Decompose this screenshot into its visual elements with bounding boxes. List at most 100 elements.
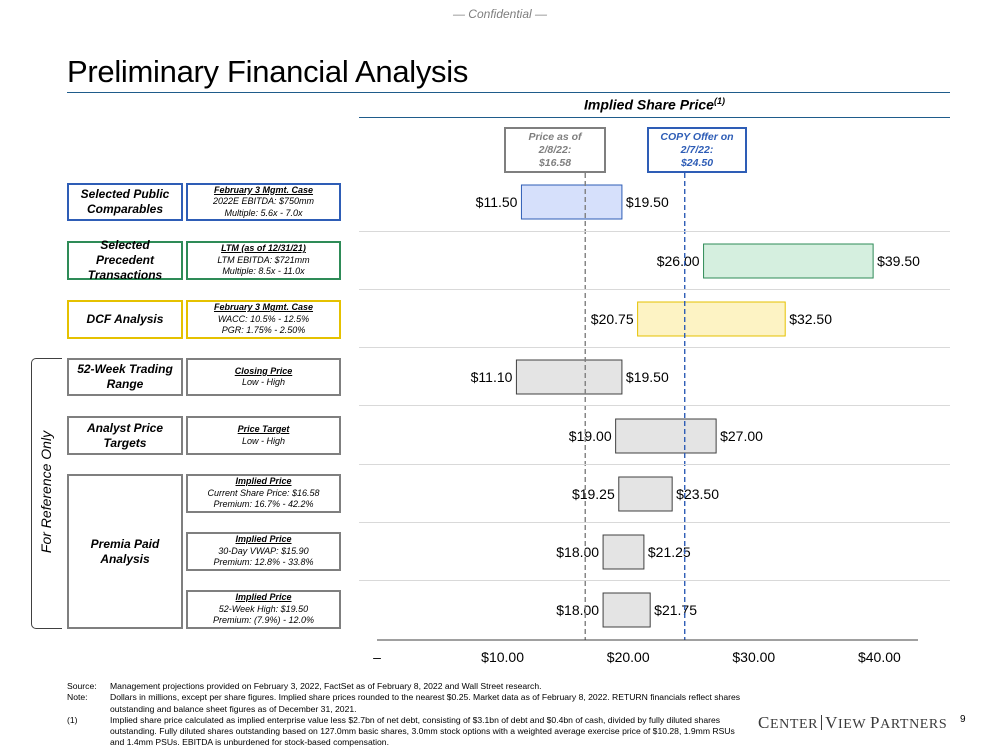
footnote-note: Note: Dollars in millions, except per sh… (67, 692, 747, 715)
basis-detail: Multiple: 5.6x - 7.0x (224, 207, 303, 218)
bar-high-label: $39.50 (877, 253, 920, 269)
basis-detail: PGR: 1.75% - 2.50% (221, 325, 306, 336)
basis-detail: Premium: 12.8% - 33.8% (213, 557, 314, 568)
footnotes: Source: Management projections provided … (67, 681, 747, 749)
section-footnote-ref: (1) (713, 96, 725, 106)
row-separator (359, 580, 950, 581)
footnote-tag: (1) (67, 714, 78, 725)
basis-heading: Price Target (237, 424, 290, 434)
basis-premia-vwap: Implied Price 30-Day VWAP: $15.90 Premiu… (186, 532, 341, 571)
row-separator (359, 522, 950, 523)
row-separator (359, 405, 950, 406)
section-header: Implied Share Price(1) (359, 96, 950, 113)
basis-detail: Multiple: 8.5x - 11.0x (222, 266, 305, 277)
footnote-tag: Source: (67, 681, 97, 691)
bar-low-label: $20.75 (591, 311, 634, 327)
x-tick-label: $30.00 (732, 649, 775, 665)
basis-detail: WACC: 10.5% - 12.5% (217, 313, 310, 324)
basis-heading: Implied Price (235, 592, 292, 603)
basis-detail: Low - High (241, 377, 286, 387)
method-52-week-range: 52-Week Trading Range (67, 358, 183, 396)
basis-detail: 2022E EBITDA: $750mm (212, 196, 315, 207)
basis-premia-52wk-high: Implied Price 52-Week High: $19.50 Premi… (186, 590, 341, 629)
method-precedent-transactions: Selected Precedent Transactions (67, 238, 183, 282)
range-bar (703, 243, 874, 279)
basis-detail: 30-Day VWAP: $15.90 (218, 545, 309, 556)
bar-high-label: $19.50 (626, 369, 669, 385)
basis-detail: Premium: (7.9%) - 12.0% (212, 615, 315, 626)
bar-low-label: $19.00 (569, 428, 612, 444)
current-price-callout: Price as of 2/8/22: $16.58 (504, 127, 606, 173)
bar-low-label: $11.50 (476, 194, 518, 210)
x-tick-label: $40.00 (858, 649, 901, 665)
offer-price-line1: COPY Offer on (660, 131, 734, 143)
confidential-label: — Confidential — (452, 7, 548, 21)
basis-heading: Closing Price (234, 365, 293, 376)
basis-premia-current: Implied Price Current Share Price: $16.5… (186, 474, 341, 513)
basis-heading: February 3 Mgmt. Case (213, 302, 314, 313)
footnote-tag: Note: (67, 692, 88, 703)
x-tick-label: $20.00 (607, 649, 650, 665)
footnote-source: Source: Management projections provided … (67, 681, 747, 692)
bar-low-label: $18.00 (556, 544, 599, 560)
section-rule (359, 117, 950, 118)
basis-public-comparables: February 3 Mgmt. Case 2022E EBITDA: $750… (186, 183, 341, 221)
basis-detail: LTM EBITDA: $721mm (217, 254, 310, 265)
basis-heading: Implied Price (235, 476, 292, 487)
basis-detail: Low - High (241, 435, 286, 446)
method-premia-paid: Premia Paid Analysis (67, 474, 183, 629)
basis-analyst-targets: Price Target Low - High (186, 416, 341, 455)
current-price-line3: $16.58 (538, 157, 572, 169)
method-public-comparables: Selected Public Comparables (67, 183, 183, 221)
basis-detail: Premium: 16.7% - 42.2% (213, 499, 314, 510)
bar-low-label: $18.00 (556, 602, 599, 618)
row-separator (359, 231, 950, 232)
footnote-text: Implied share price calculated as implie… (110, 714, 735, 748)
row-separator (359, 289, 950, 290)
basis-heading: LTM (as of 12/31/21) (221, 243, 306, 254)
bar-high-label: $21.75 (654, 602, 697, 618)
basis-heading: February 3 Mgmt. Case (213, 184, 314, 195)
row-separator (359, 347, 950, 348)
basis-detail: Current Share Price: $16.58 (207, 487, 320, 498)
centerview-partners-logo: CENTER VIEW PARTNERS (758, 713, 948, 732)
logo-divider (821, 715, 823, 730)
range-bar (637, 301, 786, 337)
offer-price-line2: 2/7/22: (680, 144, 714, 156)
range-bar (602, 534, 645, 570)
page-title: Preliminary Financial Analysis (67, 54, 469, 89)
footnote-text: Dollars in millions, except per share fi… (110, 692, 741, 714)
bar-low-label: $19.25 (572, 486, 615, 502)
range-bar (618, 476, 673, 512)
current-price-line1: Price as of (528, 131, 582, 143)
page-number: 9 (960, 714, 966, 725)
range-bar (602, 592, 651, 628)
current-price-line2: 2/8/22: (538, 144, 572, 156)
for-reference-only-label: For Reference Only (38, 430, 54, 554)
basis-heading: Implied Price (235, 534, 292, 545)
section-title: Implied Share Price (584, 96, 714, 113)
bar-low-label: $11.10 (471, 369, 513, 385)
bar-high-label: $23.50 (676, 486, 719, 502)
footnote-1: (1) Implied share price calculated as im… (67, 715, 747, 749)
bar-high-label: $32.50 (789, 311, 832, 327)
method-analyst-targets: Analyst Price Targets (67, 416, 183, 455)
row-separator (359, 464, 950, 465)
reference-bracket (31, 358, 62, 629)
basis-precedent-transactions: LTM (as of 12/31/21) LTM EBITDA: $721mm … (186, 241, 341, 280)
basis-detail: 52-Week High: $19.50 (218, 603, 309, 614)
footnote-text: Management projections provided on Febru… (110, 681, 542, 691)
offer-price-line3: $24.50 (680, 157, 714, 169)
method-dcf-analysis: DCF Analysis (67, 300, 183, 339)
bar-high-label: $27.00 (720, 428, 763, 444)
range-bar (515, 359, 623, 395)
basis-52-week-range: Closing Price Low - High (186, 358, 341, 396)
x-tick-label: – (373, 649, 381, 665)
basis-dcf-analysis: February 3 Mgmt. Case WACC: 10.5% - 12.5… (186, 300, 341, 339)
x-tick-label: $10.00 (481, 649, 524, 665)
offer-price-callout: COPY Offer on 2/7/22: $24.50 (647, 127, 747, 173)
bar-low-label: $26.00 (657, 253, 700, 269)
range-bar (615, 418, 717, 454)
bar-high-label: $19.50 (626, 194, 669, 210)
